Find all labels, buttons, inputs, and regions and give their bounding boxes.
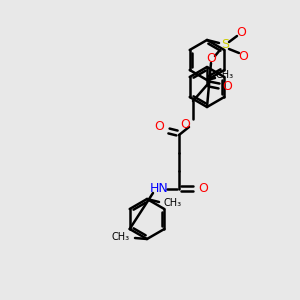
- Text: O: O: [238, 50, 248, 64]
- Text: CH₃: CH₃: [112, 232, 130, 242]
- Text: O: O: [198, 182, 208, 196]
- Text: O: O: [154, 121, 164, 134]
- Text: CH₃: CH₃: [164, 198, 182, 208]
- Text: CH₃: CH₃: [216, 70, 234, 80]
- Text: O: O: [222, 80, 232, 94]
- Text: S: S: [221, 38, 229, 52]
- Text: O: O: [206, 52, 216, 65]
- Text: O: O: [236, 26, 246, 40]
- Text: O: O: [180, 118, 190, 130]
- Text: HN: HN: [150, 182, 168, 196]
